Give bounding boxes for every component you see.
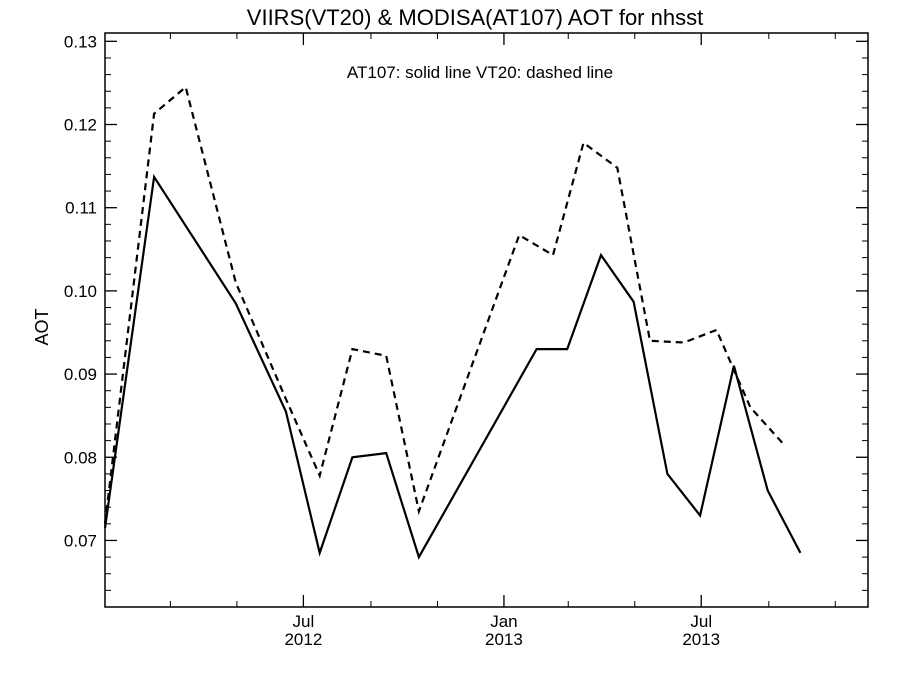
x-tick-label-year: 2012 [284,630,322,649]
series-layer [103,85,802,560]
y-tick-label: 0.07 [64,531,97,550]
y-tick-label: 0.11 [65,199,97,218]
plot-frame [104,32,869,608]
x-tick-label-month: Jan [490,612,517,631]
series-line-at107 [103,173,802,560]
x-tick-label-year: 2013 [682,630,720,649]
chart-annotation: AT107: solid line VT20: dashed line [347,63,613,82]
y-tick-label: 0.12 [64,116,97,135]
y-tick-label: 0.10 [64,282,97,301]
y-tick-label: 0.13 [64,32,97,51]
axis-ticks: 0.070.080.090.100.110.120.13Jul2012Jan20… [64,32,868,649]
y-tick-label: 0.08 [64,448,97,467]
x-tick-label-year: 2013 [485,630,523,649]
chart-title: VIIRS(VT20) & MODISA(AT107) AOT for nhss… [247,5,703,30]
y-tick-label: 0.09 [64,365,97,384]
x-tick-label-month: Jul [690,612,712,631]
series-line-vt20 [103,85,785,524]
y-axis-label: AOT [32,308,52,345]
x-tick-label-month: Jul [293,612,315,631]
